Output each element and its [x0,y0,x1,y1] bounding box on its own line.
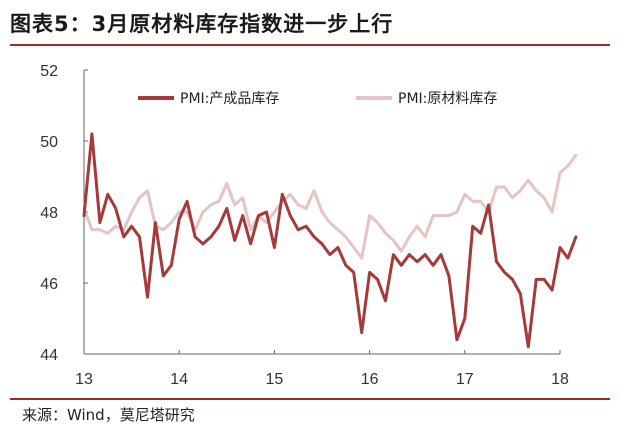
y-tick-label: 52 [40,63,58,80]
y-tick-label: 44 [40,347,58,364]
x-tick-label: 15 [266,371,284,388]
series-line-2 [82,153,578,260]
y-tick-label: 48 [40,205,58,222]
x-tick-label: 13 [75,371,93,388]
y-tick-label: 50 [40,134,58,151]
source-note: 来源：Wind，莫尼塔研究 [22,406,195,424]
source-divider [10,398,610,400]
series-lines [82,132,578,349]
title-divider [10,44,610,46]
legend-label-2: PMI:原材料库存 [398,91,497,107]
axes: 44 46 48 50 52 13 14 15 16 17 18 [40,63,569,388]
series-line-1 [82,132,578,349]
legend-label-1: PMI:产成品库存 [180,91,279,107]
legend: PMI:产成品库存 PMI:原材料库存 [138,91,497,107]
x-tick-label: 18 [551,371,569,388]
x-tick-label: 14 [170,371,188,388]
y-tick-label: 46 [40,276,58,293]
line-chart: 44 46 48 50 52 13 14 15 16 17 18 PMI:产成品库存 PMI:原材料库… [40,63,578,388]
x-tick-label: 17 [456,371,474,388]
chart-title: 图表5：3月原材料库存指数进一步上行 [10,12,394,36]
x-tick-label: 16 [361,371,379,388]
